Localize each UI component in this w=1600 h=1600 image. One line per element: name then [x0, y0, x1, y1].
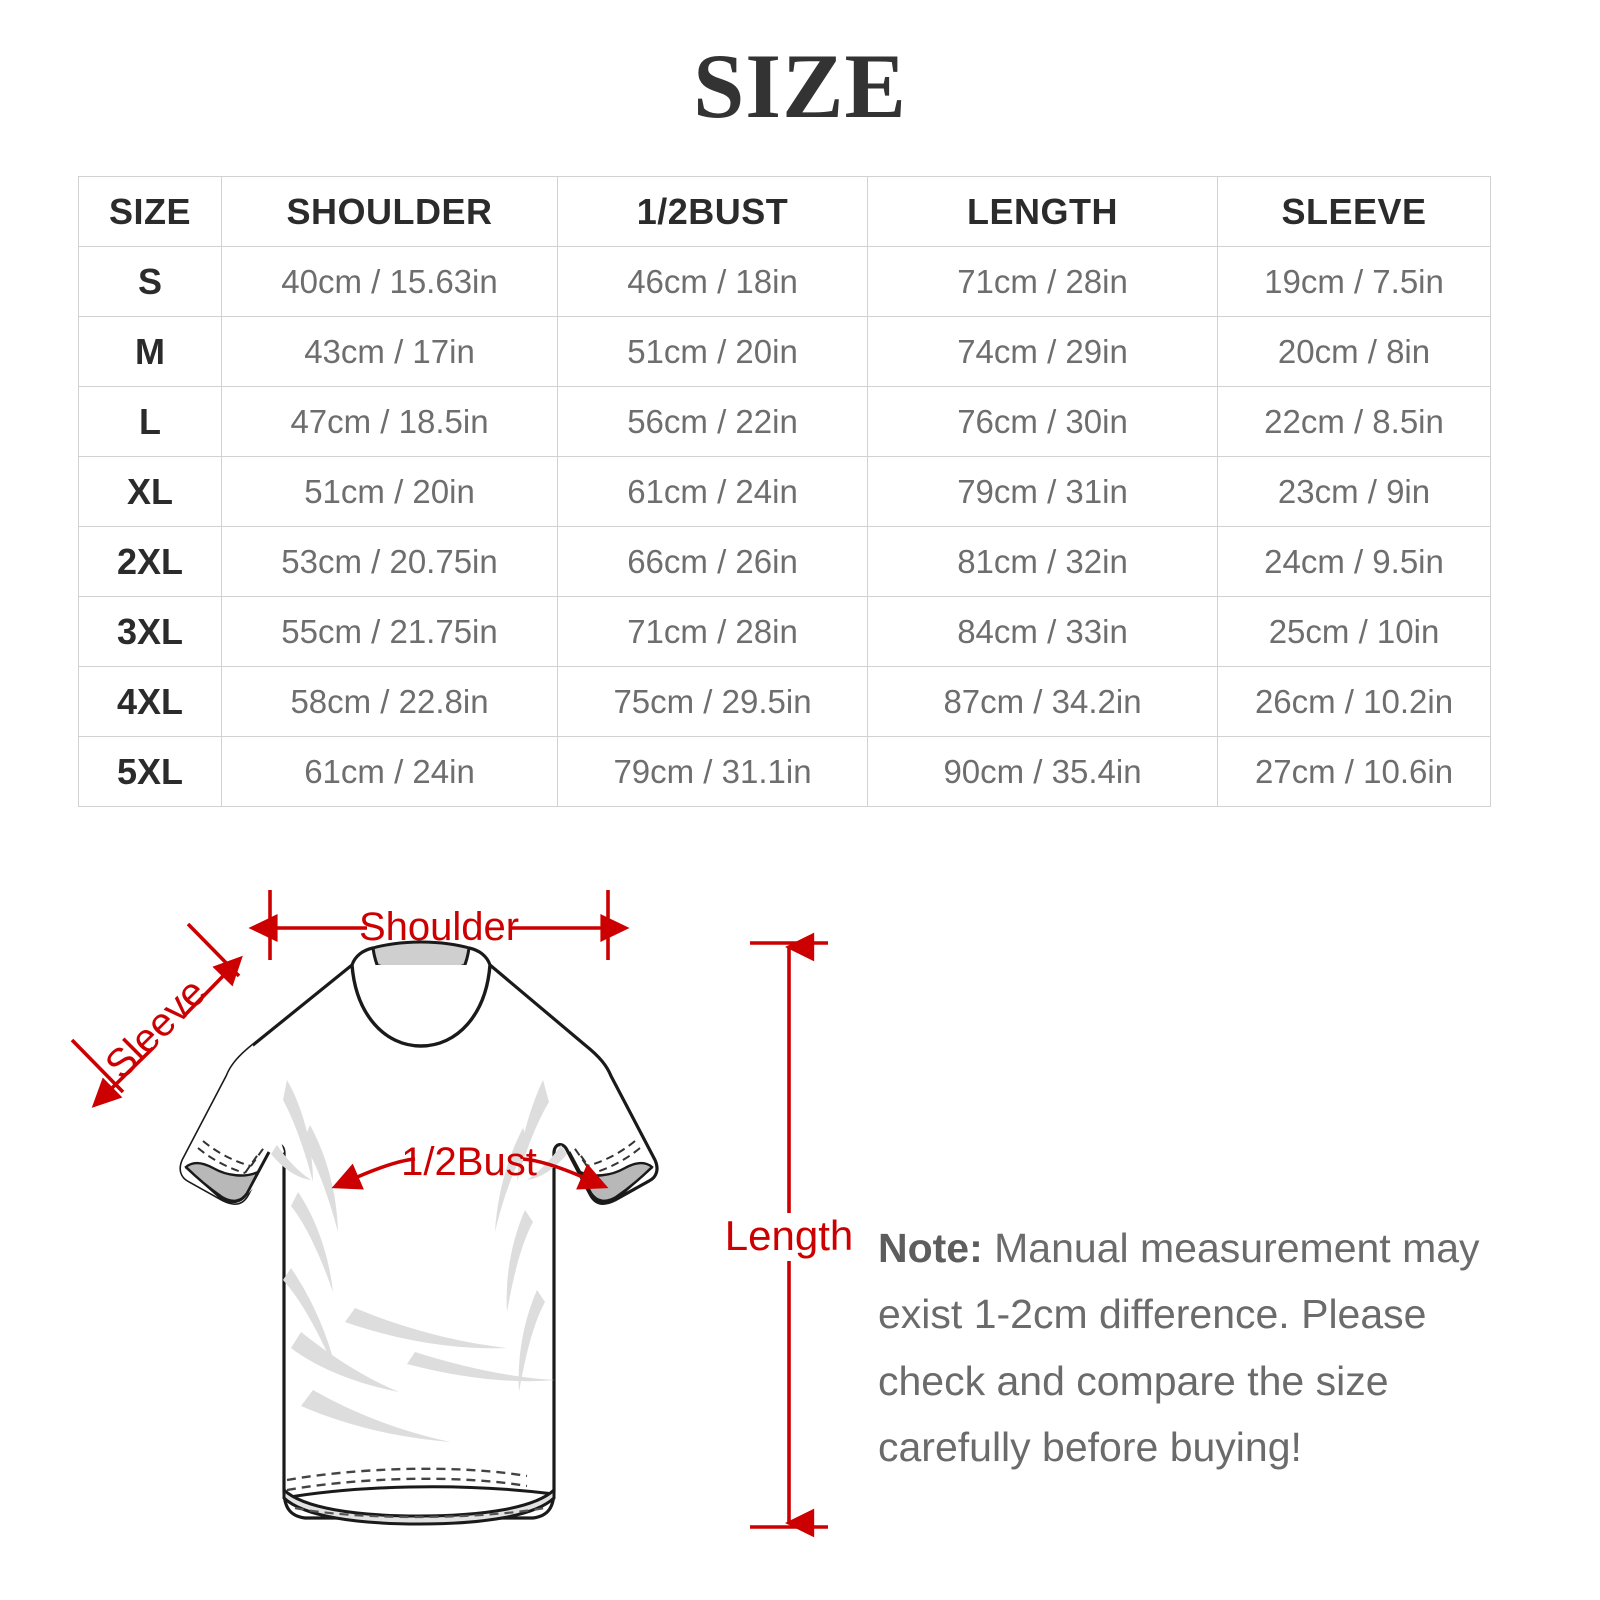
length-label: Length: [725, 1212, 853, 1259]
table-row: M 43cm / 17in 51cm / 20in 74cm / 29in 20…: [78, 316, 1491, 387]
cell-sleeve: 23cm / 9in: [1217, 456, 1491, 527]
table-row: 2XL 53cm / 20.75in 66cm / 26in 81cm / 32…: [78, 526, 1491, 597]
sleeve-label: Sleeve: [97, 970, 215, 1088]
table-header-row: SIZE SHOULDER 1/2BUST LENGTH SLEEVE: [78, 176, 1491, 247]
note-label: Note:: [878, 1225, 983, 1271]
cell-shoulder: 61cm / 24in: [221, 736, 558, 807]
bust-label: 1/2Bust: [401, 1140, 537, 1184]
cell-sleeve: 25cm / 10in: [1217, 596, 1491, 667]
table-row: 3XL 55cm / 21.75in 71cm / 28in 84cm / 33…: [78, 596, 1491, 667]
cell-bust: 61cm / 24in: [557, 456, 868, 527]
cell-sleeve: 22cm / 8.5in: [1217, 386, 1491, 457]
shoulder-label: Shoulder: [359, 905, 519, 949]
table-row: S 40cm / 15.63in 46cm / 18in 71cm / 28in…: [78, 246, 1491, 317]
cell-sleeve: 24cm / 9.5in: [1217, 526, 1491, 597]
cell-shoulder: 43cm / 17in: [221, 316, 558, 387]
bust-measure-annotation: 1/2Bust: [331, 1140, 609, 1190]
cell-length: 76cm / 30in: [867, 386, 1218, 457]
column-header-size: SIZE: [78, 176, 222, 247]
cell-shoulder: 53cm / 20.75in: [221, 526, 558, 597]
fabric-shading: [271, 1080, 567, 1442]
cell-bust: 79cm / 31.1in: [557, 736, 868, 807]
bottom-hem: [282, 1467, 556, 1526]
note-text-block: Note: Manual measurement may exist 1-2cm…: [878, 1215, 1498, 1481]
page-title: SIZE: [693, 35, 907, 137]
cell-size: XL: [78, 456, 222, 527]
cell-length: 74cm / 29in: [867, 316, 1218, 387]
table-row: 5XL 61cm / 24in 79cm / 31.1in 90cm / 35.…: [78, 736, 1491, 807]
cell-length: 79cm / 31in: [867, 456, 1218, 527]
cell-size: 3XL: [78, 596, 222, 667]
tshirt-illustration: Shoulder Sleeve 1/2Bust: [70, 890, 659, 1526]
tshirt-measurement-diagram: Shoulder Sleeve 1/2Bust: [0, 840, 1600, 1600]
cell-bust: 56cm / 22in: [557, 386, 868, 457]
table-row: XL 51cm / 20in 61cm / 24in 79cm / 31in 2…: [78, 456, 1491, 527]
cell-length: 87cm / 34.2in: [867, 666, 1218, 737]
size-chart-table-container: SIZE SHOULDER 1/2BUST LENGTH SLEEVE S 40…: [78, 176, 1491, 807]
cell-bust: 51cm / 20in: [557, 316, 868, 387]
cell-size: M: [78, 316, 222, 387]
table-row: L 47cm / 18.5in 56cm / 22in 76cm / 30in …: [78, 386, 1491, 457]
cell-shoulder: 55cm / 21.75in: [221, 596, 558, 667]
cell-shoulder: 51cm / 20in: [221, 456, 558, 527]
cell-shoulder: 47cm / 18.5in: [221, 386, 558, 457]
cell-sleeve: 26cm / 10.2in: [1217, 666, 1491, 737]
cell-size: 5XL: [78, 736, 222, 807]
column-header-length: LENGTH: [867, 176, 1218, 247]
column-header-bust: 1/2BUST: [557, 176, 868, 247]
cell-shoulder: 40cm / 15.63in: [221, 246, 558, 317]
cell-length: 81cm / 32in: [867, 526, 1218, 597]
size-chart-table: SIZE SHOULDER 1/2BUST LENGTH SLEEVE S 40…: [78, 176, 1491, 807]
cell-length: 90cm / 35.4in: [867, 736, 1218, 807]
table-row: 4XL 58cm / 22.8in 75cm / 29.5in 87cm / 3…: [78, 666, 1491, 737]
cell-bust: 46cm / 18in: [557, 246, 868, 317]
cell-bust: 75cm / 29.5in: [557, 666, 868, 737]
note-body: Manual measurement may exist 1-2cm diffe…: [878, 1225, 1480, 1471]
cell-size: S: [78, 246, 222, 317]
cell-bust: 71cm / 28in: [557, 596, 868, 667]
cell-size: 4XL: [78, 666, 222, 737]
cell-size: L: [78, 386, 222, 457]
collar-detail: [350, 940, 492, 1048]
cell-size: 2XL: [78, 526, 222, 597]
length-measure-annotation: Length: [725, 932, 853, 1538]
column-header-shoulder: SHOULDER: [221, 176, 558, 247]
cell-length: 84cm / 33in: [867, 596, 1218, 667]
cell-length: 71cm / 28in: [867, 246, 1218, 317]
cell-sleeve: 19cm / 7.5in: [1217, 246, 1491, 317]
left-sleeve-cuff: [181, 1045, 284, 1204]
cell-sleeve: 20cm / 8in: [1217, 316, 1491, 387]
cell-shoulder: 58cm / 22.8in: [221, 666, 558, 737]
column-header-sleeve: SLEEVE: [1217, 176, 1491, 247]
shoulder-measure-annotation: Shoulder: [248, 890, 630, 960]
cell-bust: 66cm / 26in: [557, 526, 868, 597]
sleeve-measure-annotation: Sleeve: [70, 922, 243, 1108]
cell-sleeve: 27cm / 10.6in: [1217, 736, 1491, 807]
